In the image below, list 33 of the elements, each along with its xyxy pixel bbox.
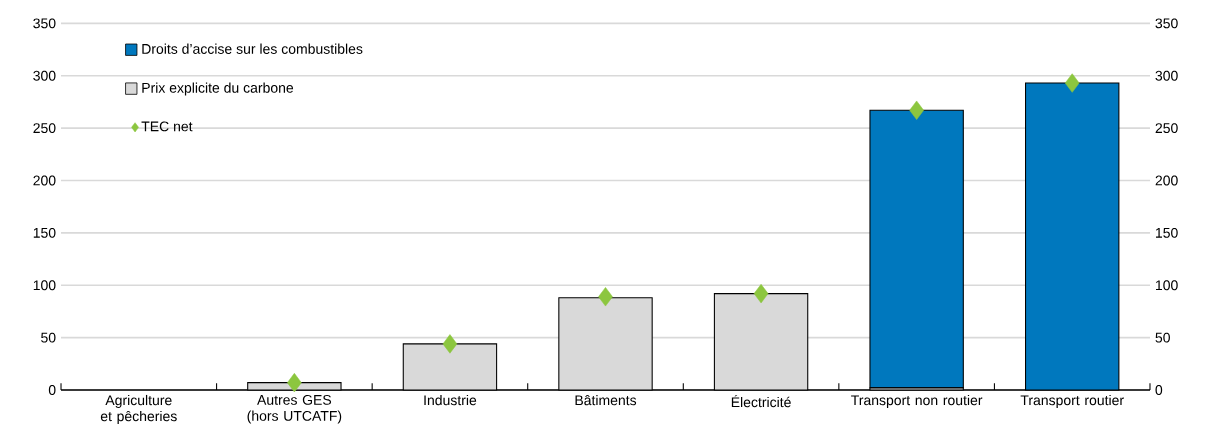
legend-label: TEC net (141, 121, 193, 132)
y-tick-label: 50 (41, 332, 56, 343)
y2-tick-label: 100 (1156, 280, 1178, 291)
legend-label: Prix explicite du carbone (142, 82, 294, 96)
y-tick-label: 150 (33, 227, 56, 238)
point (598, 287, 613, 307)
y2-tick-label: 300 (1155, 70, 1178, 81)
y-tick-label: 100 (33, 280, 56, 291)
y2-tick-label: 350 (1155, 18, 1178, 29)
x-tick-label: Transport routier (1020, 394, 1124, 408)
y-tick-label: 350 (33, 18, 56, 29)
y-tick-label: 200 (33, 175, 56, 186)
x-tick-label: Bâtiments (575, 394, 637, 406)
x-tick-label: Électricité (731, 394, 791, 408)
y-tick-label: 250 (33, 123, 56, 134)
x-tick-label: Autres GES (hors UTCATF) (247, 394, 342, 424)
y2-tick-label: 50 (1155, 332, 1170, 343)
y-tick-label: 300 (33, 70, 56, 81)
y2-tick-label: 200 (1155, 175, 1178, 186)
x-tick-label: Industrie (424, 394, 477, 406)
legend-label: Droits d’accise sur les combustibles (142, 43, 363, 54)
y-tick-label: 0 (48, 385, 56, 395)
y2-tick-label: 150 (1156, 227, 1178, 238)
x-tick-label: Agriculture et pêcheries (100, 394, 177, 424)
point (909, 100, 924, 120)
bar (869, 109, 964, 389)
y2-tick-label: 250 (1155, 123, 1178, 134)
point (753, 284, 769, 304)
point (442, 334, 458, 354)
y2-tick-label: 0 (1155, 385, 1163, 395)
point (287, 373, 302, 393)
point (1064, 73, 1080, 93)
x-tick-label: Transport non routier (851, 394, 983, 408)
